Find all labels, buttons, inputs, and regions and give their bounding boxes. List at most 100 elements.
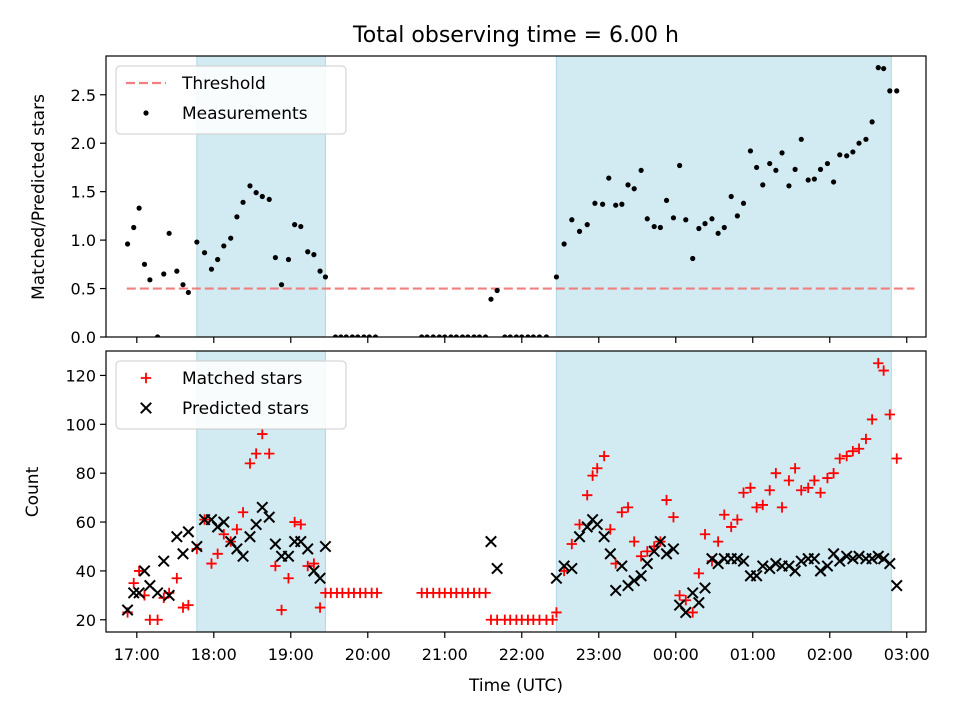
matched-stars-point	[866, 414, 878, 425]
measurements-point	[786, 183, 792, 189]
matched-stars-point	[693, 568, 705, 579]
measurements-point	[592, 200, 598, 206]
predicted-stars-point	[244, 530, 256, 543]
measurements-point	[355, 334, 361, 337]
predicted-stars-point	[269, 538, 282, 550]
measurements-point	[513, 334, 519, 337]
measurements-point	[792, 166, 798, 172]
measurements-point	[259, 193, 265, 200]
x-tick-label: 00:00	[653, 645, 699, 664]
measurements-point	[311, 252, 317, 258]
measurements-point	[644, 216, 650, 222]
predicted-stars-point	[581, 521, 594, 533]
measurements-point	[180, 282, 186, 288]
measurements-point	[530, 334, 536, 337]
predicted-stars-point	[170, 530, 183, 543]
matched-stars-point	[308, 558, 320, 569]
matched-stars-point	[371, 587, 383, 599]
matched-stars-point	[751, 502, 762, 513]
measurements-point	[215, 256, 221, 263]
x-tick-label: 17:00	[114, 645, 160, 664]
measurements-point	[253, 190, 259, 196]
predicted-stars-point	[604, 547, 617, 560]
measurements-point	[740, 200, 747, 206]
measurements-point	[525, 334, 531, 337]
measurements-point	[154, 334, 161, 337]
measurements-point	[349, 334, 355, 337]
legend-box	[115, 360, 347, 430]
measurements-point	[338, 334, 344, 337]
matched-stars-point	[822, 472, 833, 484]
matched-stars-point	[237, 507, 249, 518]
matched-stars-point	[547, 614, 558, 625]
measurements-point	[779, 150, 785, 156]
matched-stars-point	[314, 602, 326, 613]
matched-stars-point	[283, 573, 294, 584]
matched-stars-point	[566, 538, 578, 550]
matched-stars-point	[847, 445, 859, 457]
matched-stars-point	[250, 448, 262, 459]
predicted-stars-point	[628, 574, 641, 587]
measurements-point	[576, 228, 583, 234]
predicted-stars-point	[699, 582, 711, 594]
measurements-point	[844, 153, 850, 159]
matched-stars-point	[796, 485, 807, 496]
matched-stars-point	[276, 604, 287, 616]
measurements-point	[343, 334, 349, 337]
matched-stars-point	[628, 536, 640, 547]
predicted-stars-series	[121, 501, 903, 619]
measurements-point	[442, 334, 448, 337]
predicted-stars-point	[163, 589, 176, 602]
x-tick-label: 18:00	[191, 645, 237, 664]
matched-stars-point	[789, 463, 801, 474]
matched-stars-point	[177, 602, 189, 613]
predicted-stars-point	[157, 555, 170, 568]
matched-stars-point	[257, 428, 268, 440]
measurements-point	[361, 334, 367, 337]
x-tick-label: 20:00	[345, 645, 391, 664]
predicted-stars-point	[237, 550, 249, 563]
matched-stars-point	[133, 565, 145, 577]
measurements-point	[494, 287, 500, 294]
measurements-point	[240, 199, 246, 205]
measurements-point	[141, 261, 148, 267]
measurements-point	[305, 249, 311, 255]
predicted-stars-point	[731, 552, 744, 565]
measurements-point	[221, 243, 227, 249]
measurements-point	[638, 167, 644, 173]
legend-label: Measurements	[182, 104, 308, 124]
predicted-stars-point	[853, 550, 865, 563]
measurements-point	[174, 268, 180, 274]
measurements-point	[728, 193, 734, 200]
measurements-point	[747, 148, 754, 154]
measurements-point	[278, 282, 285, 288]
matched-stars-point	[860, 433, 872, 445]
measurements-point	[131, 224, 137, 231]
predicted-stars-point	[654, 535, 667, 548]
measurements-point	[502, 334, 508, 337]
y-tick-label: 1.0	[71, 231, 96, 250]
y-tick-label: 0.5	[71, 280, 96, 299]
measurements-point	[453, 334, 459, 337]
matched-stars-point	[558, 565, 570, 577]
predicted-stars-point	[660, 547, 673, 560]
measurements-point	[894, 88, 900, 94]
measurements-point	[690, 255, 696, 262]
measurements-point	[850, 149, 856, 155]
matched-stars-point	[574, 519, 585, 530]
matched-stars-point	[853, 443, 865, 454]
matched-stars-point	[587, 470, 598, 481]
measurements-point	[721, 224, 727, 231]
x-tick-label: 19:00	[268, 645, 314, 664]
measurements-point	[488, 296, 494, 302]
measurements-point	[247, 183, 253, 189]
matched-stars-point	[726, 521, 737, 533]
predicted-stars-point	[635, 569, 648, 582]
predicted-stars-point	[565, 562, 578, 575]
x-tick-label: 01:00	[730, 645, 776, 664]
predicted-stars-point	[598, 530, 611, 543]
measurements-point	[619, 201, 625, 207]
legend: Threshold Measurements	[115, 65, 347, 135]
legend-measurements-symbol	[143, 110, 149, 116]
measurements-point	[875, 65, 881, 71]
